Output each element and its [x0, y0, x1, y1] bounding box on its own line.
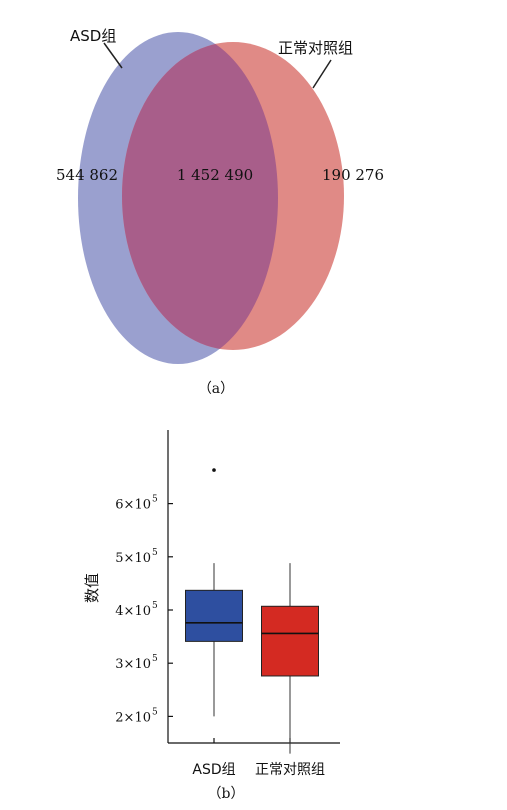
y-tick-label-0: 2×10 — [115, 710, 151, 725]
y-tick-label-1: 3×10 — [115, 657, 151, 672]
outlier-asd-0 — [212, 468, 216, 472]
y-tick-exponent-4: 5 — [152, 495, 158, 505]
venn-count-asd-only: 544 862 — [56, 166, 118, 184]
venn-label-asd: ASD组 — [70, 27, 116, 45]
x-tick-label-0: ASD组 — [192, 762, 235, 778]
y-ticks: 2×10 53×10 54×10 55×10 56×10 5 — [115, 495, 173, 725]
y-tick-exponent-3: 5 — [152, 548, 158, 558]
x-tick-label-1: 正常对照组 — [255, 762, 325, 778]
box-asd — [185, 589, 243, 642]
y-tick-exponent-0: 5 — [152, 707, 158, 717]
venn-overlap — [122, 42, 278, 350]
venn-label-control: 正常对照组 — [278, 39, 353, 57]
y-tick-label-3: 5×10 — [115, 551, 151, 566]
caption-a: （a） — [198, 381, 234, 397]
y-tick-exponent-2: 5 — [152, 601, 158, 611]
y-tick-label-4: 6×10 — [115, 498, 151, 513]
venn-count-control-only: 190 276 — [322, 166, 384, 184]
y-axis-label: 数值 — [83, 573, 101, 603]
venn-overlap-region — [122, 42, 278, 350]
box-plot: 2×10 53×10 54×10 55×10 56×10 5 ASD组 正常对照组 数值 （… — [83, 430, 340, 802]
venn-diagram: ASD组 正常对照组 544 862 1 452 490 190 276 （a） — [56, 27, 384, 397]
x-ticks: ASD组 正常对照组 — [192, 738, 325, 778]
box-control — [261, 605, 319, 677]
caption-b: （b） — [208, 786, 245, 802]
y-tick-label-2: 4×10 — [115, 604, 151, 619]
venn-count-overlap: 1 452 490 — [177, 166, 253, 184]
boxes — [185, 468, 319, 754]
venn-leader-asd — [103, 42, 123, 69]
y-tick-exponent-1: 5 — [152, 654, 158, 664]
venn-leader-control — [312, 59, 332, 89]
